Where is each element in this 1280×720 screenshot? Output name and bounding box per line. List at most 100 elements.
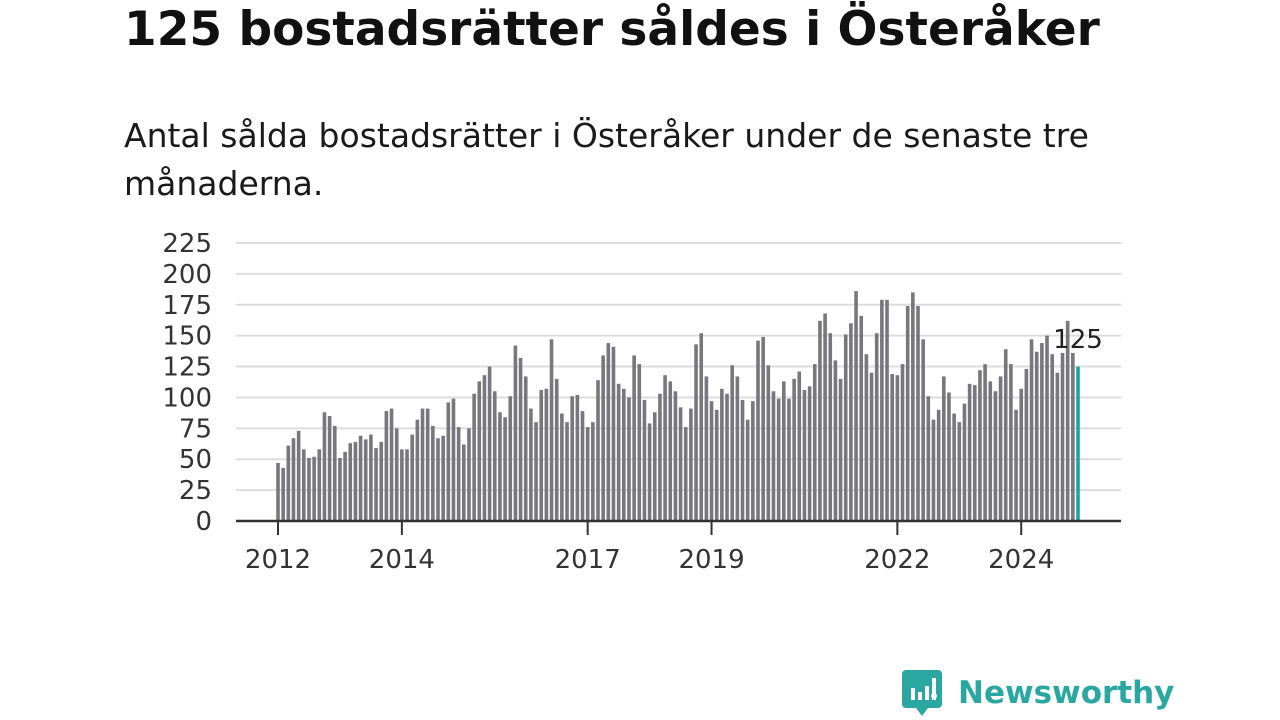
bar bbox=[616, 383, 621, 521]
bar bbox=[1060, 352, 1065, 521]
bar bbox=[554, 378, 559, 521]
bar bbox=[487, 366, 492, 521]
bar bbox=[854, 291, 858, 521]
bar bbox=[410, 434, 414, 521]
y-tick-label: 175 bbox=[162, 291, 212, 321]
y-tick-label: 0 bbox=[195, 507, 212, 537]
bar bbox=[740, 399, 745, 521]
bar bbox=[379, 441, 384, 521]
y-tick-label: 225 bbox=[162, 229, 212, 259]
bar bbox=[1045, 335, 1049, 521]
bar bbox=[864, 354, 869, 521]
bar bbox=[1009, 364, 1013, 521]
bar bbox=[652, 412, 657, 521]
bar bbox=[591, 422, 595, 521]
bar bbox=[833, 360, 838, 521]
bar bbox=[818, 320, 822, 521]
bar bbox=[709, 401, 714, 521]
bar bbox=[1071, 352, 1075, 521]
bar bbox=[880, 299, 884, 521]
bar bbox=[369, 434, 373, 521]
bar bbox=[1003, 349, 1008, 521]
bar bbox=[714, 409, 719, 521]
y-tick-label: 125 bbox=[162, 353, 212, 383]
bar bbox=[642, 399, 647, 521]
bar bbox=[947, 392, 951, 521]
bar bbox=[1040, 343, 1044, 521]
bar bbox=[952, 413, 956, 521]
y-tick-label: 200 bbox=[162, 260, 212, 290]
bar bbox=[972, 385, 977, 521]
bar bbox=[699, 333, 704, 521]
bar bbox=[797, 371, 802, 521]
bar bbox=[405, 449, 409, 521]
bar bbox=[900, 364, 905, 521]
bar bbox=[606, 343, 611, 521]
bar bbox=[570, 396, 574, 521]
bar bbox=[843, 334, 848, 521]
bar bbox=[1019, 388, 1024, 521]
newsworthy-logo[interactable]: Newsworthy bbox=[902, 670, 1174, 716]
bar bbox=[327, 415, 332, 521]
bar bbox=[658, 393, 662, 521]
bar bbox=[1014, 409, 1018, 521]
bar bbox=[678, 407, 683, 521]
x-tick-label: 2019 bbox=[678, 545, 744, 575]
bar bbox=[838, 378, 843, 521]
bar bbox=[1055, 372, 1060, 521]
bar bbox=[942, 376, 946, 521]
x-tick-label: 2014 bbox=[369, 545, 435, 575]
highlight-value-label: 125 bbox=[1053, 325, 1103, 355]
bar bbox=[885, 299, 889, 521]
bar bbox=[632, 355, 636, 521]
chart-subtitle: Antal sålda bostadsrätter i Österåker un… bbox=[124, 116, 1089, 203]
bar bbox=[585, 427, 590, 521]
x-axis-tick-labels: 2012 2014 2017 2019 2022 2024 bbox=[245, 545, 1054, 575]
bar bbox=[394, 428, 399, 521]
bar bbox=[467, 428, 471, 521]
bar bbox=[286, 445, 291, 521]
bar bbox=[322, 412, 327, 521]
bar bbox=[358, 435, 363, 521]
bar bbox=[647, 423, 652, 521]
bar bbox=[472, 393, 476, 521]
bar-highlight bbox=[1076, 366, 1080, 521]
bar bbox=[895, 375, 900, 521]
bar bbox=[622, 388, 626, 521]
bar bbox=[823, 313, 827, 521]
bar bbox=[523, 376, 528, 521]
bar bbox=[338, 457, 342, 521]
newsworthy-logo-icon bbox=[902, 670, 942, 716]
brand-name: Newsworthy bbox=[958, 675, 1175, 711]
bar bbox=[627, 397, 631, 521]
bar bbox=[756, 340, 760, 521]
bar bbox=[513, 345, 518, 521]
x-tick-label: 2017 bbox=[555, 545, 621, 575]
bar bbox=[776, 398, 781, 521]
y-tick-label: 25 bbox=[179, 476, 212, 506]
bar bbox=[363, 439, 368, 521]
bar bbox=[694, 344, 698, 521]
bar bbox=[420, 408, 425, 521]
bar bbox=[302, 449, 306, 521]
bar bbox=[374, 448, 378, 521]
bar bbox=[332, 425, 337, 521]
bar bbox=[916, 306, 920, 521]
bar bbox=[745, 419, 750, 521]
bar bbox=[534, 422, 538, 521]
bar bbox=[792, 378, 796, 521]
bar bbox=[1050, 354, 1054, 521]
y-tick-label: 150 bbox=[162, 322, 212, 352]
bar bbox=[874, 333, 879, 521]
bar bbox=[828, 333, 833, 521]
bar bbox=[931, 419, 936, 521]
bar bbox=[802, 390, 807, 521]
bar bbox=[735, 376, 740, 521]
bar bbox=[317, 449, 322, 521]
bar bbox=[549, 339, 554, 521]
x-axis bbox=[236, 519, 1121, 535]
bar bbox=[544, 388, 549, 521]
bar bbox=[492, 391, 497, 521]
bar bbox=[761, 336, 765, 521]
